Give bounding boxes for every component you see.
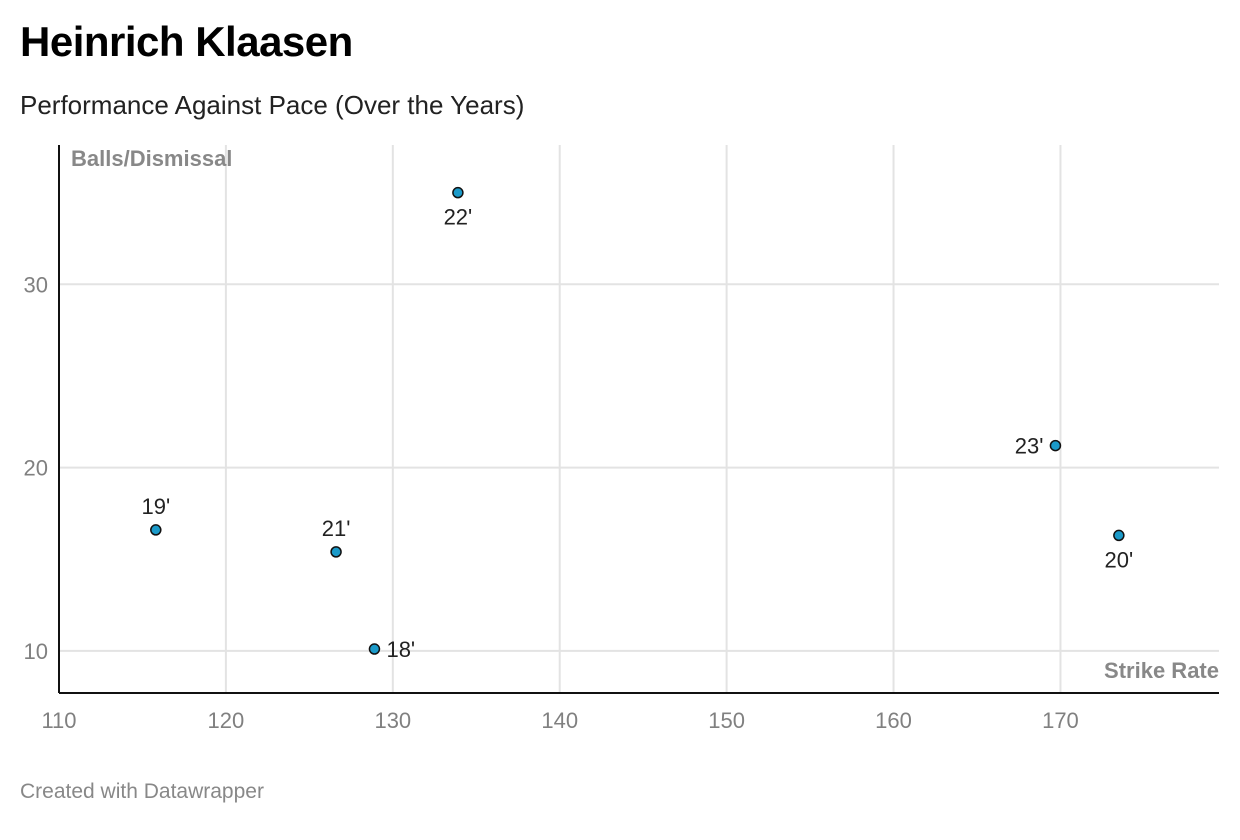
y-tick-label: 10 <box>24 639 48 664</box>
chart-title: Heinrich Klaasen <box>20 18 353 65</box>
grid-lines <box>59 145 1219 693</box>
axes <box>58 145 1219 694</box>
tick-labels: 110 120 130 140 150 160 170 10 20 30 <box>24 272 1079 733</box>
footer-credit: Created with Datawrapper <box>20 780 264 803</box>
x-tick-label: 170 <box>1042 708 1079 733</box>
x-axis-title: Strike Rate <box>1104 658 1219 683</box>
y-axis-title: Balls/Dismissal <box>71 146 232 171</box>
data-point <box>330 546 342 558</box>
data-point-label: 21' <box>322 516 351 541</box>
data-point-label: 19' <box>141 494 170 519</box>
x-tick-label: 150 <box>708 708 745 733</box>
y-tick-label: 20 <box>24 456 48 481</box>
data-point <box>1049 439 1062 452</box>
data-point <box>150 524 162 536</box>
data-point <box>1113 529 1125 542</box>
chart-subtitle: Performance Against Pace (Over the Years… <box>20 90 525 120</box>
data-point-label: 22' <box>444 205 473 230</box>
data-point <box>452 186 464 199</box>
x-tick-label: 140 <box>541 708 578 733</box>
y-tick-label: 30 <box>24 272 48 297</box>
x-tick-label: 110 <box>41 708 76 733</box>
data-point <box>368 643 381 655</box>
data-points: 18' 19' 20' 21' 22' 23' <box>141 186 1134 662</box>
x-tick-label: 130 <box>374 708 411 733</box>
x-tick-label: 120 <box>208 708 245 733</box>
data-point-label: 20' <box>1105 547 1134 572</box>
x-tick-label: 160 <box>875 708 912 733</box>
data-point-label: 18' <box>386 637 415 662</box>
data-point-label: 23' <box>1015 434 1044 459</box>
